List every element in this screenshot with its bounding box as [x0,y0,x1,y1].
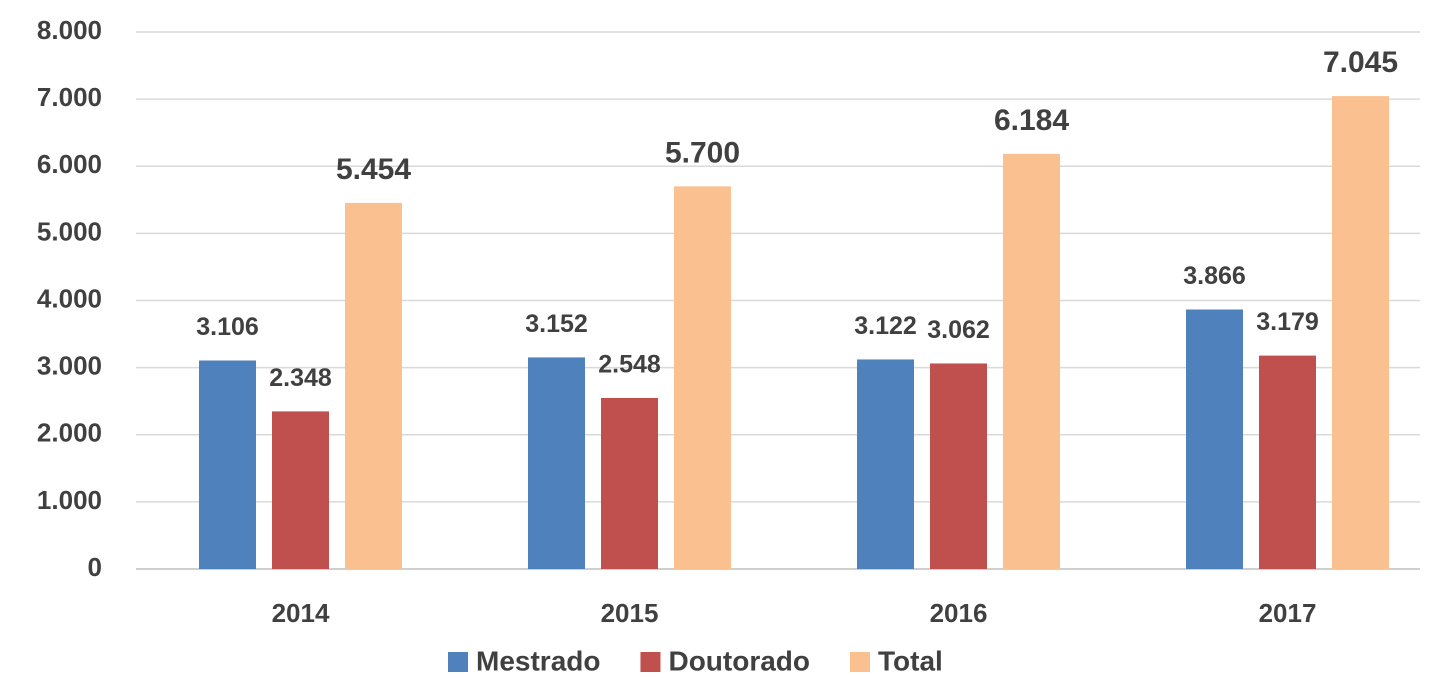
y-tick-label: 4.000 [37,283,102,313]
value-label: 7.045 [1323,46,1398,79]
x-tick-label: 2014 [272,598,330,628]
bar [1259,355,1316,569]
value-label: 3.062 [927,316,990,344]
bar [272,411,329,569]
legend-label: Total [878,645,943,676]
value-label: 3.152 [525,310,588,338]
bar [1186,309,1243,569]
bar [857,359,914,569]
value-label: 6.184 [994,104,1069,137]
legend-swatch [640,652,661,672]
y-tick-label: 8.000 [37,15,102,45]
y-tick-label: 5.000 [37,216,102,246]
bar [674,186,731,569]
value-label: 5.454 [336,153,411,186]
bar [930,363,987,569]
legend-swatch [850,652,870,672]
y-tick-label: 7.000 [37,82,102,112]
value-label: 2.348 [269,364,332,392]
value-label: 5.700 [665,136,740,169]
bar [528,357,585,569]
value-label: 2.548 [598,351,661,379]
legend-label: Doutorado [668,645,810,676]
x-tick-label: 2016 [930,598,988,628]
y-tick-label: 6.000 [37,149,102,179]
value-label: 3.866 [1183,262,1246,290]
legend-swatch [448,652,468,672]
bar [601,397,658,569]
bar [345,202,402,569]
bar [1003,153,1060,570]
value-label: 3.179 [1256,308,1319,336]
y-tick-label: 2.000 [37,418,102,448]
y-tick-label: 3.000 [37,351,102,381]
x-tick-label: 2015 [601,598,659,628]
legend-label: Mestrado [476,645,600,676]
bar [1332,96,1389,570]
y-tick-label: 0 [88,552,102,582]
value-label: 3.122 [854,312,917,340]
y-tick-label: 1.000 [37,485,102,515]
x-tick-label: 2017 [1259,598,1317,628]
bar [199,360,256,569]
value-label: 3.106 [196,313,259,341]
